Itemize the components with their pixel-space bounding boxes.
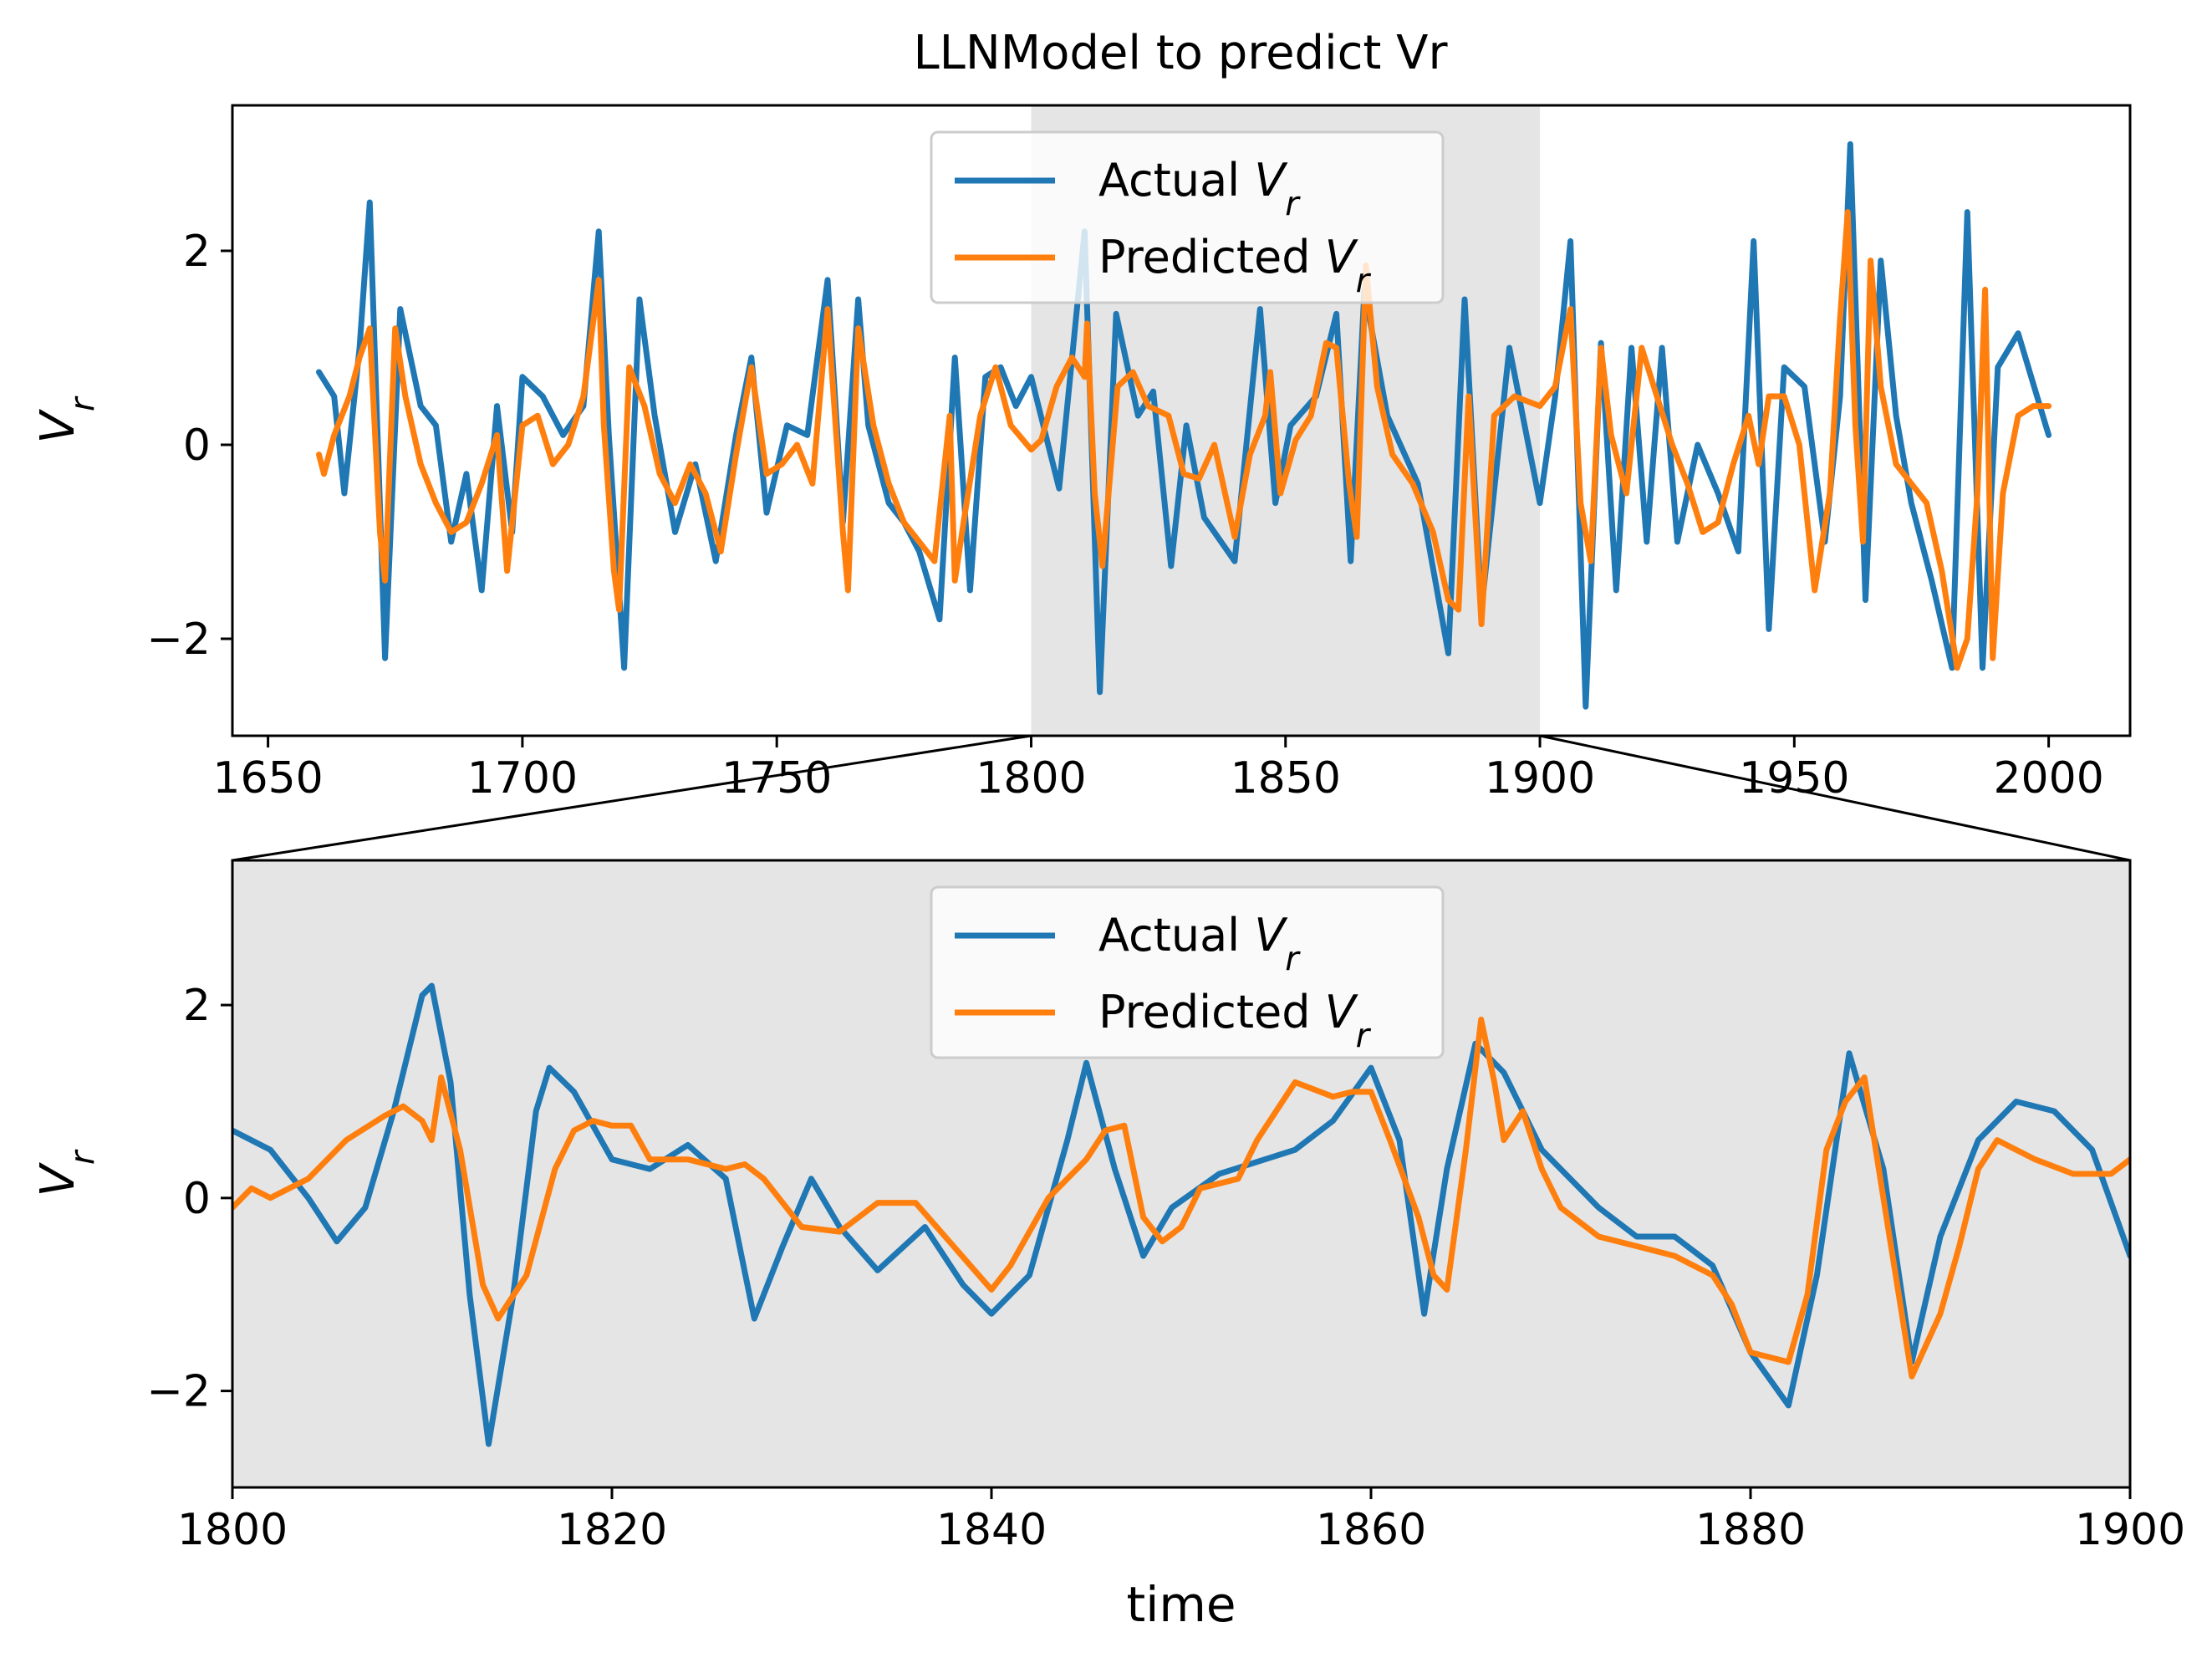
connector-right xyxy=(1539,734,2131,862)
legend: Actual Vr Predicted Vr xyxy=(930,885,1445,1059)
x-tick-label: 1860 xyxy=(1316,1505,1426,1555)
overview-panel: 1650 1700 1750 1800 1850 1900 1950 2000 −2 0 2 Vr Ac… xyxy=(31,104,2132,803)
y-tick-label: −2 xyxy=(146,1367,211,1417)
x-tick-label: 1900 xyxy=(1485,753,1595,803)
series-group xyxy=(232,982,2130,1447)
zoom-panel: 1800 1820 1840 1860 1880 1900 −2 0 2 Vr time Actual… xyxy=(31,859,2185,1633)
x-tick-label: 1750 xyxy=(721,753,832,803)
y-tick-label: 0 xyxy=(183,421,211,471)
figure-title: LLNModel to predict Vr xyxy=(913,26,1448,80)
y-tick-label: 2 xyxy=(183,981,211,1031)
series-group xyxy=(316,140,2052,710)
x-tick-label: 1880 xyxy=(1695,1505,1806,1555)
predicted-vr-line xyxy=(232,1016,2130,1380)
x-tick-label: 2000 xyxy=(1993,753,2103,803)
x-tick-label: 1950 xyxy=(1739,753,1849,803)
x-tick-label: 1900 xyxy=(2075,1505,2185,1555)
zoom-connectors xyxy=(232,734,2131,862)
x-tick-label: 1820 xyxy=(557,1505,667,1555)
axes-frame xyxy=(231,104,2132,737)
x-tick-label: 1650 xyxy=(212,753,323,803)
y-axis-label: Vr xyxy=(31,1149,102,1196)
x-tick-label: 1850 xyxy=(1231,753,1341,803)
connector-left xyxy=(232,734,1032,862)
legend-box xyxy=(930,885,1445,1059)
y-tick-label: −2 xyxy=(146,615,211,665)
x-tick-label: 1840 xyxy=(936,1505,1047,1555)
axes-frame xyxy=(231,859,2132,1489)
legend-actual-label: Actual Vr xyxy=(1098,909,1301,978)
x-tick-label: 1800 xyxy=(976,753,1086,803)
legend-actual-label: Actual Vr xyxy=(1098,154,1301,223)
legend-box xyxy=(930,130,1445,304)
legend-predicted-label: Predicted Vr xyxy=(1098,231,1372,300)
y-tick-label: 2 xyxy=(183,227,211,277)
legend: Actual Vr Predicted Vr xyxy=(930,130,1445,304)
actual-vr-line xyxy=(232,982,2130,1447)
predicted-vr-line xyxy=(316,209,2052,671)
actual-vr-line xyxy=(316,140,2052,710)
legend-predicted-label: Predicted Vr xyxy=(1098,986,1372,1055)
x-axis-label: time xyxy=(1126,1576,1236,1633)
x-tick-label: 1800 xyxy=(177,1505,288,1555)
y-tick-label: 0 xyxy=(183,1174,211,1224)
x-tick-label: 1700 xyxy=(467,753,578,803)
y-axis-label: Vr xyxy=(31,395,102,443)
